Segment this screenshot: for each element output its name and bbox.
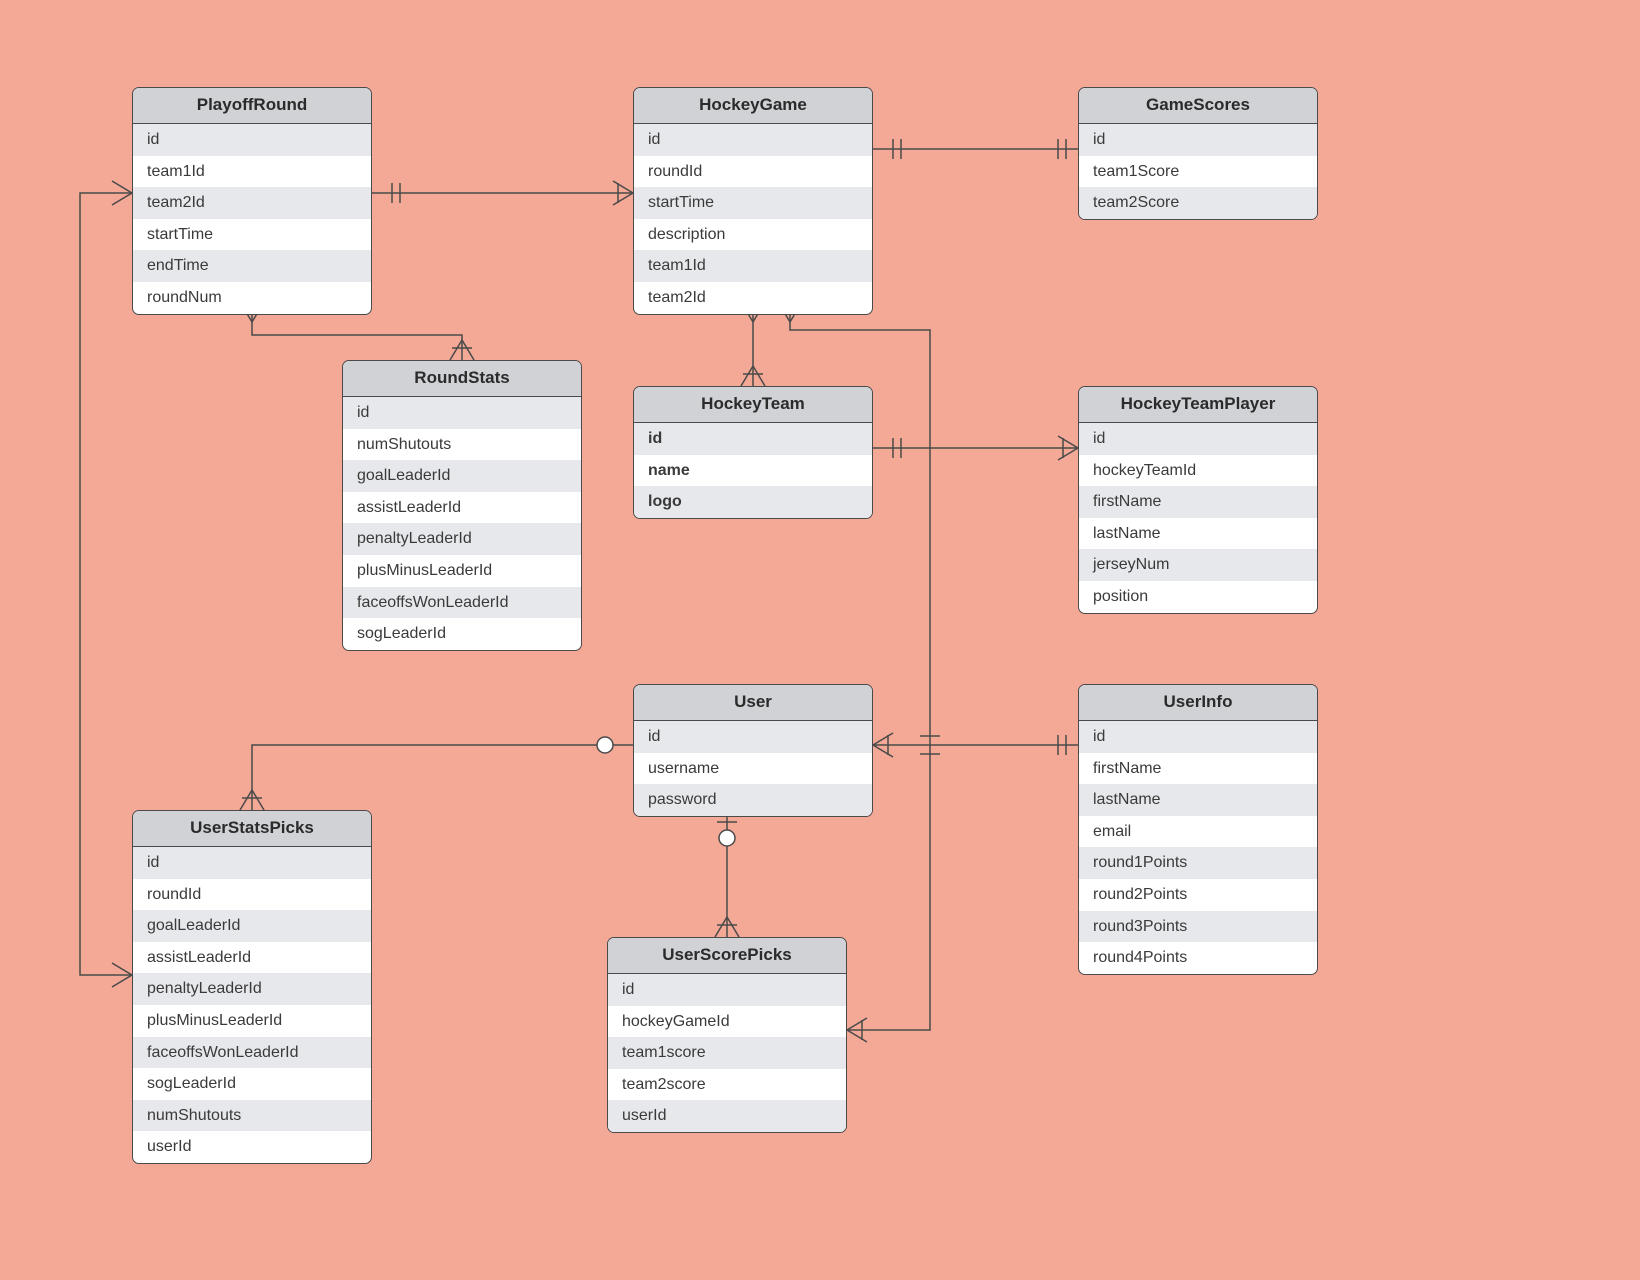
entity-field: lastName <box>1079 518 1317 550</box>
entity-field: team1Id <box>634 250 872 282</box>
entity-field: userId <box>133 1131 371 1163</box>
entity-field: round3Points <box>1079 911 1317 943</box>
entity-hockeygame: HockeyGameidroundIdstartTimedescriptiont… <box>633 87 873 315</box>
entity-user: Useridusernamepassword <box>633 684 873 817</box>
entity-userscorepicks: UserScorePicksidhockeyGameIdteam1scorete… <box>607 937 847 1133</box>
entity-field: sogLeaderId <box>133 1068 371 1100</box>
entity-roundstats: RoundStatsidnumShutoutsgoalLeaderIdassis… <box>342 360 582 651</box>
entity-field: endTime <box>133 250 371 282</box>
entity-field: position <box>1079 581 1317 613</box>
entity-field: id <box>343 397 581 429</box>
entity-title: GameScores <box>1079 88 1317 124</box>
entity-playoffround: PlayoffRoundidteam1Idteam2IdstartTimeend… <box>132 87 372 315</box>
entity-field: startTime <box>133 219 371 251</box>
entity-title: UserStatsPicks <box>133 811 371 847</box>
entity-field: firstName <box>1079 753 1317 785</box>
entity-field: team2score <box>608 1069 846 1101</box>
entity-field: team1Score <box>1079 156 1317 188</box>
entity-field: assistLeaderId <box>343 492 581 524</box>
entity-field: name <box>634 455 872 487</box>
entity-title: HockeyTeamPlayer <box>1079 387 1317 423</box>
entity-title: UserScorePicks <box>608 938 846 974</box>
entity-field: id <box>133 124 371 156</box>
entity-field: numShutouts <box>133 1100 371 1132</box>
entity-field: id <box>1079 124 1317 156</box>
entity-field: id <box>608 974 846 1006</box>
entity-field: team2Id <box>133 187 371 219</box>
entity-field: lastName <box>1079 784 1317 816</box>
entity-field: goalLeaderId <box>133 910 371 942</box>
entity-field: faceoffsWonLeaderId <box>133 1037 371 1069</box>
entity-title: RoundStats <box>343 361 581 397</box>
entity-field: logo <box>634 486 872 518</box>
entity-field: startTime <box>634 187 872 219</box>
entity-field: password <box>634 784 872 816</box>
entity-field: goalLeaderId <box>343 460 581 492</box>
entity-field: id <box>1079 721 1317 753</box>
entity-field: email <box>1079 816 1317 848</box>
entity-field: roundId <box>634 156 872 188</box>
entity-title: HockeyTeam <box>634 387 872 423</box>
entity-field: roundId <box>133 879 371 911</box>
entity-field: plusMinusLeaderId <box>133 1005 371 1037</box>
entity-field: plusMinusLeaderId <box>343 555 581 587</box>
entity-title: HockeyGame <box>634 88 872 124</box>
entity-title: UserInfo <box>1079 685 1317 721</box>
entity-field: jerseyNum <box>1079 549 1317 581</box>
entity-field: description <box>634 219 872 251</box>
entity-field: team2Score <box>1079 187 1317 219</box>
entity-field: penaltyLeaderId <box>133 973 371 1005</box>
entity-userstatspicks: UserStatsPicksidroundIdgoalLeaderIdassis… <box>132 810 372 1164</box>
entity-field: round1Points <box>1079 847 1317 879</box>
entity-hockeyteamplayer: HockeyTeamPlayeridhockeyTeamIdfirstNamel… <box>1078 386 1318 614</box>
entity-field: sogLeaderId <box>343 618 581 650</box>
entity-title: User <box>634 685 872 721</box>
entity-field: firstName <box>1079 486 1317 518</box>
entity-field: round2Points <box>1079 879 1317 911</box>
entity-gamescores: GameScoresidteam1Scoreteam2Score <box>1078 87 1318 220</box>
entity-field: userId <box>608 1100 846 1132</box>
entity-field: hockeyGameId <box>608 1006 846 1038</box>
entity-field: id <box>1079 423 1317 455</box>
entity-field: round4Points <box>1079 942 1317 974</box>
entity-userinfo: UserInfoidfirstNamelastNameemailround1Po… <box>1078 684 1318 975</box>
entity-field: username <box>634 753 872 785</box>
entity-field: team1Id <box>133 156 371 188</box>
entity-field: id <box>634 423 872 455</box>
entity-field: team2Id <box>634 282 872 314</box>
entity-field: team1score <box>608 1037 846 1069</box>
entity-field: penaltyLeaderId <box>343 523 581 555</box>
entity-field: id <box>133 847 371 879</box>
entity-field: roundNum <box>133 282 371 314</box>
entity-field: id <box>634 124 872 156</box>
entity-field: id <box>634 721 872 753</box>
entity-field: numShutouts <box>343 429 581 461</box>
entity-field: faceoffsWonLeaderId <box>343 587 581 619</box>
entity-field: assistLeaderId <box>133 942 371 974</box>
entity-title: PlayoffRound <box>133 88 371 124</box>
entity-hockeyteam: HockeyTeamidnamelogo <box>633 386 873 519</box>
entity-field: hockeyTeamId <box>1079 455 1317 487</box>
